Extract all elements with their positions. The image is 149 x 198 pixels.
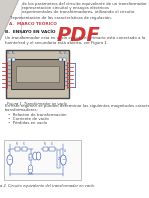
Bar (11, 59, 64, 89)
Bar (8, 58, 11, 61)
Circle shape (28, 165, 33, 173)
Text: ~: ~ (8, 157, 12, 163)
Text: X₂: X₂ (51, 142, 53, 146)
Bar (22, 147, 27, 151)
Text: V₂: V₂ (64, 149, 67, 153)
Text: Figura 1. Transformador en vacío: Figura 1. Transformador en vacío (7, 102, 67, 106)
Text: experimentales de transformadores, utilizando el circuito: experimentales de transformadores, utili… (22, 10, 134, 14)
Text: En este régimen se pueden determinar las siguientes magnitudes características d: En este régimen se pueden determinar las… (5, 104, 149, 108)
Text: Figura 2. Circuito equivalente del transformador en vacío: Figura 2. Circuito equivalente del trans… (0, 184, 94, 188)
Circle shape (60, 155, 66, 165)
Text: Rc: Rc (29, 156, 32, 157)
Text: •: • (9, 15, 11, 19)
Text: representación de las características de regulación.: representación de las características de… (11, 15, 112, 19)
Text: R₂: R₂ (44, 142, 46, 146)
Circle shape (33, 152, 37, 160)
Polygon shape (0, 0, 18, 40)
Text: R₁: R₁ (16, 142, 19, 146)
Text: •  Relación de transformación: • Relación de transformación (8, 113, 67, 117)
Text: transformadores:: transformadores: (5, 108, 39, 112)
Bar (16, 66, 59, 82)
Text: A.  MARCO TEÓRICO: A. MARCO TEÓRICO (9, 22, 57, 26)
Bar (59, 58, 62, 61)
Bar (29, 154, 32, 160)
Bar (43, 147, 48, 151)
Text: ~: ~ (61, 157, 65, 163)
Circle shape (7, 155, 13, 165)
Text: R₂  V₂: R₂ V₂ (59, 51, 66, 55)
Text: Xm: Xm (29, 168, 32, 169)
Text: Un transformador está en vacío cuando el primario está conectado a la: Un transformador está en vacío cuando el… (5, 36, 145, 40)
Text: •  Corriente de vacío: • Corriente de vacío (8, 117, 49, 121)
Bar (15, 147, 20, 151)
Bar (63, 58, 66, 61)
Text: •  Pérdidas en vacío: • Pérdidas en vacío (8, 121, 47, 125)
Bar (12, 58, 15, 61)
Text: X₁: X₁ (23, 142, 26, 146)
Text: Z: Z (58, 157, 59, 161)
Text: V₁  R₁: V₁ R₁ (7, 51, 15, 55)
Text: de los parámetros del circuito equivalente de un transformador: de los parámetros del circuito equivalen… (22, 2, 147, 6)
Text: B.  ENSAYO EN VACÍO: B. ENSAYO EN VACÍO (5, 30, 56, 34)
Bar (6, 50, 69, 98)
Text: PDF: PDF (56, 26, 100, 45)
Circle shape (36, 152, 41, 160)
Bar (4, 140, 81, 180)
Text: representación circuital y ensayos eléctricos: representación circuital y ensayos eléct… (22, 6, 109, 10)
Bar (49, 147, 55, 151)
Text: V₁: V₁ (8, 149, 11, 153)
Bar (57, 150, 60, 168)
Text: fuente/red y el secundario está abierto, ver Figura 1.: fuente/red y el secundario está abierto,… (5, 41, 108, 45)
